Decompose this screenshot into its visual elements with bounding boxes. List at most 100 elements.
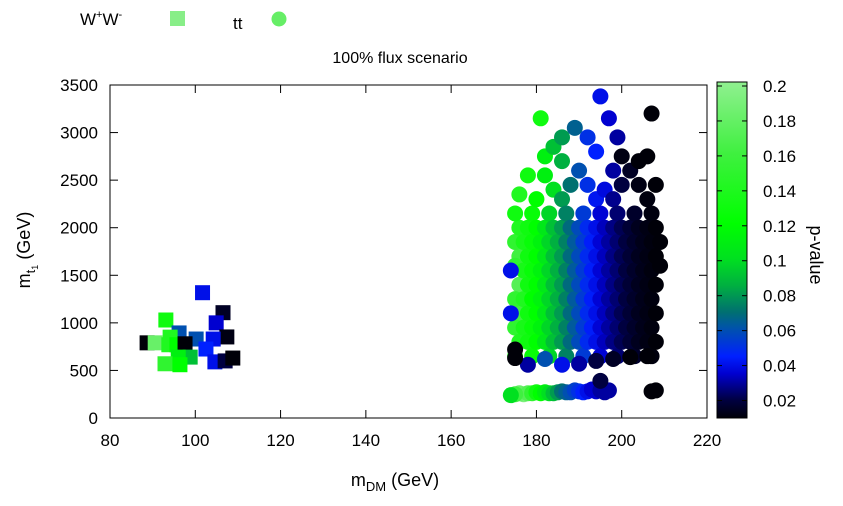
- colorbar-label: p-value: [806, 225, 826, 284]
- tt-point: [588, 143, 605, 160]
- tt-point: [536, 351, 553, 368]
- tt-point: [639, 148, 656, 165]
- x-axis-label: mDM (GeV): [351, 470, 439, 494]
- tt-point: [609, 129, 626, 146]
- y-tick-label: 3500: [60, 76, 98, 95]
- tt-point: [652, 233, 669, 250]
- cb-tick-label: 0.2: [763, 77, 787, 96]
- tt-point: [639, 191, 656, 208]
- tt-point: [613, 148, 630, 165]
- tt-point: [647, 333, 664, 350]
- tt-point: [647, 305, 664, 322]
- y-axis-label: mt1 (GeV): [14, 212, 40, 289]
- ww-point: [177, 336, 193, 352]
- data-marks: [139, 88, 669, 404]
- legend-label-ww: W+W-: [80, 9, 123, 29]
- tt-point: [519, 167, 536, 184]
- ww-point: [225, 350, 241, 366]
- tt-point: [643, 319, 660, 336]
- tt-point: [532, 110, 549, 127]
- tt-point: [647, 382, 664, 399]
- legend-marker-square: [170, 11, 185, 26]
- tt-point: [507, 205, 524, 222]
- tt-point: [592, 372, 609, 389]
- ww-point: [198, 341, 214, 357]
- tt-point: [511, 186, 528, 203]
- tt-point: [592, 205, 609, 222]
- y-tick-label: 2500: [60, 171, 98, 190]
- tt-point: [643, 105, 660, 122]
- tt-point: [554, 153, 571, 170]
- tt-point: [579, 129, 596, 146]
- tt-point: [647, 276, 664, 293]
- plot-frame: [109, 84, 708, 419]
- cb-tick-label: 0.14: [763, 182, 796, 201]
- tt-point: [507, 350, 524, 367]
- x-tick-label: 100: [181, 431, 209, 450]
- ww-point: [172, 357, 188, 373]
- legend: W+W- tt: [80, 9, 287, 33]
- tt-point: [647, 219, 664, 236]
- tt-point: [639, 348, 656, 365]
- tt-point: [643, 205, 660, 222]
- x-tick-label: 120: [266, 431, 294, 450]
- tt-point: [605, 191, 622, 208]
- cb-tick-label: 0.04: [763, 357, 796, 376]
- tt-point: [613, 176, 630, 193]
- ww-point: [157, 356, 173, 372]
- tt-point: [502, 262, 519, 279]
- y-tick-label: 1500: [60, 266, 98, 285]
- x-tick-label: 160: [437, 431, 465, 450]
- tt-point: [605, 162, 622, 179]
- ww-point: [158, 312, 174, 328]
- tt-point: [647, 248, 664, 265]
- tt-point: [566, 119, 583, 136]
- x-tick-label: 80: [101, 431, 120, 450]
- tt-point: [605, 351, 622, 368]
- cb-tick-label: 0.16: [763, 147, 796, 166]
- x-tick-label: 200: [608, 431, 636, 450]
- x-tick-label: 140: [352, 431, 380, 450]
- ww-point: [195, 285, 211, 301]
- cb-tick-label: 0.06: [763, 322, 796, 341]
- colorbar: [716, 81, 748, 419]
- y-tick-label: 1000: [60, 314, 98, 333]
- tt-point: [622, 349, 639, 366]
- y-tick-label: 0: [89, 409, 98, 428]
- ww-point: [147, 335, 163, 351]
- tt-point: [609, 205, 626, 222]
- ww-point: [208, 315, 224, 331]
- tt-point: [519, 356, 536, 373]
- tt-point: [558, 205, 575, 222]
- tt-point: [541, 205, 558, 222]
- tt-point: [502, 305, 519, 322]
- tt-point: [588, 352, 605, 369]
- colorbar-ticks: 0.02 0.04 0.06 0.08 0.1 0.12 0.14 0.16 0.18 0.2: [717, 77, 796, 411]
- chart-title: 100% flux scenario: [332, 50, 467, 67]
- y-tick-label: 2000: [60, 219, 98, 238]
- tt-point: [630, 176, 647, 193]
- y-tick-label: 3000: [60, 124, 98, 143]
- cb-tick-label: 0.12: [763, 217, 796, 236]
- tt-point: [524, 205, 541, 222]
- tt-point: [528, 191, 545, 208]
- axes: 80 100 120 140 160 180 200 220 0 500 1000 1500 2000 2…: [60, 76, 721, 450]
- tt-point: [502, 387, 519, 404]
- tt-point: [643, 291, 660, 308]
- cb-tick-label: 0.1: [763, 252, 787, 271]
- tt-point: [554, 129, 571, 146]
- tt-point: [554, 191, 571, 208]
- y-tick-label: 500: [70, 361, 98, 380]
- tt-point: [600, 110, 617, 127]
- tt-point: [571, 162, 588, 179]
- cb-tick-label: 0.02: [763, 392, 796, 411]
- x-tick-label: 220: [693, 431, 721, 450]
- legend-label-tt: tt: [233, 14, 243, 33]
- tt-point: [579, 176, 596, 193]
- cb-tick-label: 0.18: [763, 112, 796, 131]
- cb-tick-label: 0.08: [763, 287, 796, 306]
- legend-marker-circle: [271, 11, 287, 27]
- tt-point: [626, 205, 643, 222]
